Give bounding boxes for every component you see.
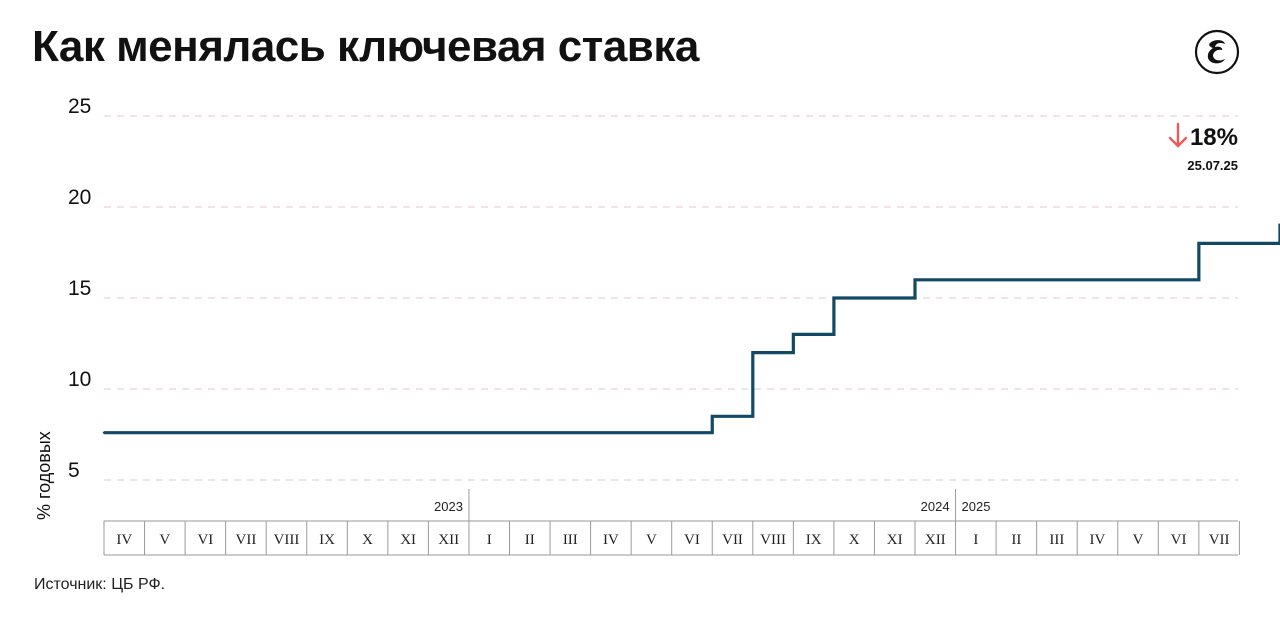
month-label: I [973,532,978,548]
data-point [751,351,754,354]
month-label: V [646,532,657,548]
month-label: XI [400,532,416,548]
month-label: XII [438,532,459,548]
month-label: VII [236,532,257,548]
month-label: IV [116,532,132,548]
current-rate-date: 25.07.25 [1187,158,1238,173]
data-point [1197,242,1201,245]
year-label: 2024 [921,499,950,514]
month-label: IV [1090,532,1106,548]
y-tick-label: 5 [68,459,80,482]
data-point [832,296,836,300]
month-label: II [1011,532,1021,548]
y-tick-label: 20 [68,186,91,209]
month-label: I [487,532,492,548]
month-label: VI [1171,532,1187,548]
y-tick-label: 25 [68,95,91,118]
y-axis-label: % годовых [34,431,54,520]
year-label: 2023 [434,499,463,514]
month-label: V [1133,532,1144,548]
current-rate-value: 18% [1190,124,1238,151]
month-label: VIII [274,532,300,548]
month-label: VIII [760,532,786,548]
y-tick-label: 10 [68,368,91,391]
rate-step-line [104,223,1280,435]
month-label: V [159,532,170,548]
data-point [102,431,106,434]
publisher-logo-icon [1194,29,1240,75]
chart-title: Как менялась ключевая ставка [32,22,699,71]
month-label: XI [887,532,903,548]
month-label: IV [603,532,619,548]
month-label: X [362,532,373,548]
month-label: III [1049,532,1064,548]
month-label: II [525,532,535,548]
month-label: III [563,532,578,548]
data-point [711,415,714,418]
source-note: Источник: ЦБ РФ. [34,576,166,593]
arrow-down-icon [1168,122,1188,148]
y-tick-label: 15 [68,277,91,300]
data-point [913,278,917,281]
month-label: XII [925,532,946,548]
month-label: VII [722,532,743,548]
month-label: VI [197,532,213,548]
month-label: VII [1209,532,1230,548]
month-label: VI [684,532,700,548]
year-label: 2025 [962,499,991,514]
month-label: X [849,532,860,548]
data-point [792,333,795,336]
month-label: IX [806,532,822,548]
month-label: IX [319,532,335,548]
